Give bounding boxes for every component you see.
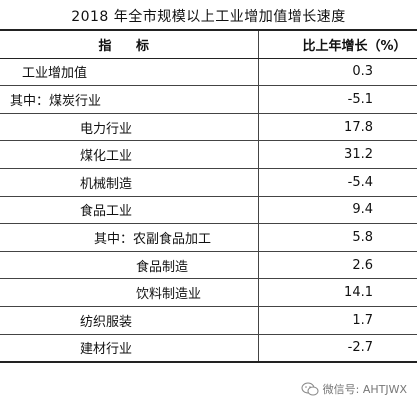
row-indicator-name: 纺织服装 — [0, 306, 259, 335]
row-indicator-name: 食品制造 — [0, 251, 259, 280]
table-row: 食品工业 9.4 — [0, 196, 417, 225]
row-indicator-name: 煤化工业 — [0, 140, 259, 169]
row-growth-value: 31.2 — [258, 140, 417, 169]
row-growth-value: 1.7 — [258, 306, 417, 335]
row-growth-value: 0.3 — [258, 58, 417, 87]
table-title: 2018 年全市规模以上工业增加值增长速度 — [71, 9, 346, 25]
row-indicator-name: 机械制造 — [0, 168, 259, 197]
table-header-row: 指 标 比上年增长（%） — [0, 28, 417, 59]
row-indicator-name: 建材行业 — [0, 334, 259, 364]
row-indicator-name: 饮料制造业 — [0, 278, 259, 307]
row-growth-value: -5.1 — [258, 85, 417, 114]
watermark-text: 微信号: AHTJWX — [322, 383, 407, 396]
table-row: 纺织服装 1.7 — [0, 306, 417, 335]
table-row: 食品制造 2.6 — [0, 251, 417, 280]
table-row: 工业增加值 0.3 — [0, 58, 417, 87]
header-growth: 比上年增长（%） — [258, 28, 417, 59]
row-indicator-name: 食品工业 — [0, 196, 259, 225]
row-growth-value: 5.8 — [258, 223, 417, 252]
row-indicator-name: 工业增加值 — [0, 58, 259, 87]
table-row: 机械制造 -5.4 — [0, 168, 417, 197]
row-growth-value: 9.4 — [258, 196, 417, 225]
row-growth-value: -2.7 — [258, 334, 417, 364]
table-row: 煤化工业 31.2 — [0, 140, 417, 169]
row-growth-value: 2.6 — [258, 251, 417, 280]
table-row: 其中：煤炭行业 -5.1 — [0, 85, 417, 114]
row-growth-value: -5.4 — [258, 168, 417, 197]
header-indicator: 指 标 — [0, 28, 259, 59]
table-row: 电力行业 17.8 — [0, 113, 417, 142]
row-indicator-name: 其中：煤炭行业 — [0, 85, 259, 114]
table-row: 建材行业 -2.7 — [0, 334, 417, 364]
table-row: 其中：农副食品加工 5.8 — [0, 223, 417, 252]
growth-table: 指 标 比上年增长（%） 工业增加值 0.3 其中：煤炭行业 -5.1 电力行业 17.8… — [0, 28, 417, 364]
row-indicator-name: 电力行业 — [0, 113, 259, 142]
row-growth-value: 17.8 — [258, 113, 417, 142]
row-indicator-name: 其中：农副食品加工 — [0, 223, 259, 252]
row-growth-value: 14.1 — [258, 278, 417, 307]
wechat-icon — [301, 382, 319, 396]
watermark: 微信号: AHTJWX — [301, 381, 407, 397]
table-row: 饮料制造业 14.1 — [0, 278, 417, 307]
